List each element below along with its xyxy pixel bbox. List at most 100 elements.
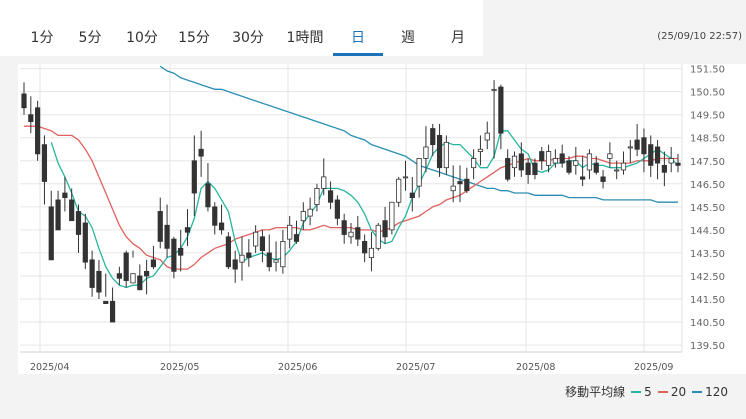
candle-body [375,224,381,249]
tab-5[interactable]: 1時間 [278,24,332,56]
candle-body [184,227,191,233]
candle-body [334,199,340,219]
tab-2[interactable]: 10分 [118,24,166,56]
y-tick-label: 144.50 [690,226,725,237]
candle-body [21,93,27,109]
candle-body [82,222,88,263]
candle-body [327,190,334,203]
candle-body [75,211,82,235]
candle-body [627,146,633,149]
candle-body [559,153,565,164]
candle-body [103,300,109,305]
candle-body [246,252,252,258]
candle-body [675,162,681,166]
candle-body [443,141,449,169]
candle-body [430,128,436,146]
candle-body [69,199,75,222]
candle-body [471,158,477,169]
candle-body [116,273,122,279]
chart-svg: 151.50 150.50 149.50 148.50 147.50 146.50 145.… [20,64,725,373]
candle-body [191,160,197,194]
y-tick-label: 139.50 [690,341,725,352]
tab-label: 日 [351,30,365,46]
ma5-line [50,130,679,289]
tab-label: 1分 [30,30,54,46]
candle-body [484,132,490,141]
candle-body [150,259,157,268]
timeframe-tabs: 1分 5分 10分 15分 30分 1時間 日 週 月 [0,0,483,56]
candle-body [293,234,300,242]
candle-body [566,160,572,173]
y-tick-label: 140.50 [690,318,725,329]
legend-item-ma5: 5 [631,385,652,399]
y-tick-label: 142.50 [690,272,725,283]
y-tick-label: 149.50 [690,111,725,122]
candle-body [491,88,497,91]
tab-1[interactable]: 5分 [68,24,112,56]
candle-body [607,153,613,159]
tab-4[interactable]: 30分 [224,24,272,56]
candle-body [402,176,409,179]
candle-body [178,247,184,256]
y-tick-label: 151.50 [690,65,725,76]
y-tick-label: 150.50 [690,88,725,99]
candle-body [641,137,647,155]
tab-label: 週 [401,30,415,46]
candle-body [573,160,579,166]
candle-body [41,144,48,182]
candle-body [620,162,627,171]
candle-body [511,155,518,169]
candle-body [341,220,347,235]
candle-body [157,211,163,242]
candle-body [218,222,225,231]
y-tick-label: 143.50 [690,249,725,260]
candle-body [450,185,456,192]
tab-3[interactable]: 15分 [170,24,218,56]
candle-body [355,227,361,240]
tab-6[interactable]: 日 [333,24,383,56]
candle-body [137,275,143,291]
candle-body [48,206,54,261]
candle-body [600,176,606,182]
legend-item-ma120: 120 [692,385,728,399]
ma120-swatch [692,391,703,393]
tab-7[interactable]: 週 [388,24,428,56]
candle-body [96,270,102,293]
candle-body [654,146,661,164]
candle-body [539,151,545,162]
y-tick-label: 141.50 [690,295,725,306]
candle-body [300,211,306,222]
candle-body [545,151,552,166]
candle-body [348,231,354,238]
candle-body [505,158,511,180]
candle-body [668,158,674,164]
candle-body [273,259,279,263]
tab-label: 月 [451,30,465,46]
candle-body [144,270,150,277]
y-tick-label: 148.50 [690,134,725,145]
candle-body [287,224,293,240]
tab-0[interactable]: 1分 [22,24,62,56]
x-tick-label: 2025/05 [160,362,199,373]
candle-body [198,148,204,157]
candle-body [457,181,463,185]
candle-body [280,241,286,268]
chart-legend: 移動平均線 5 20 120 [565,383,728,400]
candle-body [464,178,470,192]
candlestick-chart: 151.50 150.50 149.50 148.50 147.50 146.50 145.… [18,64,746,374]
candle-body [552,158,558,164]
candle-body [212,206,218,226]
x-tick-label: 2025/09 [634,362,673,373]
candle-body [253,231,259,247]
candle-body [498,86,504,134]
candle-body [382,220,388,238]
timestamp: (25/09/10 22:57) [657,31,742,42]
candle-body [436,135,443,169]
candle-body [648,144,654,166]
tab-8[interactable]: 月 [438,24,478,56]
candle-body [259,236,266,252]
tab-label: 10分 [126,30,158,46]
candle-body [130,273,136,284]
x-tick-label: 2025/07 [396,362,435,373]
candle-body [164,224,170,249]
